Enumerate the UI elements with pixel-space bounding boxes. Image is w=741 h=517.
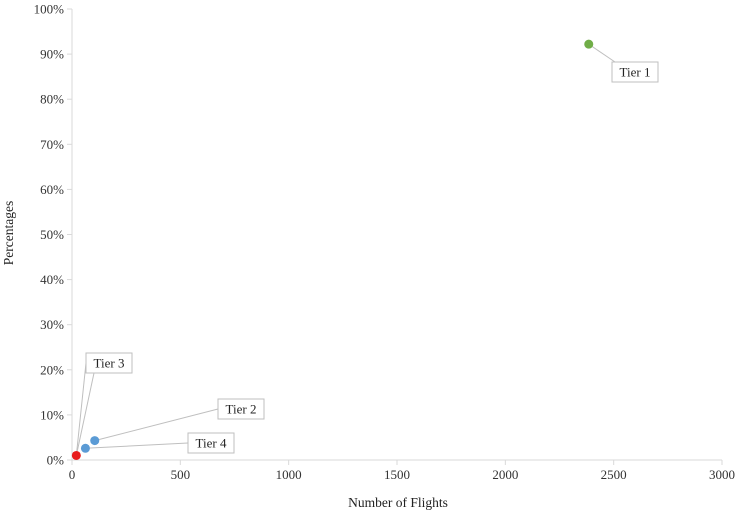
y-tick-label: 40% bbox=[40, 272, 64, 287]
point-tier-1 bbox=[584, 39, 594, 49]
leader-line-tier-1 bbox=[588, 43, 616, 63]
point-tier-3 bbox=[71, 450, 81, 460]
point-tier-2 bbox=[90, 436, 100, 446]
x-tick-label: 1500 bbox=[384, 467, 410, 482]
y-tick-label: 0% bbox=[47, 453, 65, 468]
x-tick-label: 2000 bbox=[492, 467, 518, 482]
y-tick-label: 10% bbox=[40, 407, 64, 422]
x-tick-label: 2500 bbox=[601, 467, 627, 482]
x-tick-label: 3000 bbox=[709, 467, 735, 482]
y-tick-label: 30% bbox=[40, 317, 64, 332]
x-tick-label: 500 bbox=[171, 467, 191, 482]
data-label-tier-4: Tier 4 bbox=[196, 436, 227, 451]
data-label-tier-3: Tier 3 bbox=[94, 356, 125, 371]
data-label-tier-1: Tier 1 bbox=[620, 65, 651, 80]
data-label-tier-2: Tier 2 bbox=[226, 402, 257, 417]
callout-box-tier-4 bbox=[187, 432, 235, 454]
leader-line-tier-4 bbox=[85, 442, 189, 449]
x-axis-title: Number of Flights bbox=[348, 495, 448, 510]
point-tier-4 bbox=[80, 443, 90, 453]
callout-box-tier-2 bbox=[217, 398, 265, 420]
y-tick-label: 50% bbox=[40, 227, 64, 242]
leader-line-tier-2 bbox=[94, 408, 219, 442]
callouts: Tier 1 Tier 2 Tier 4 Tier 3 bbox=[85, 61, 659, 454]
y-tick-label: 100% bbox=[34, 2, 65, 17]
y-axis-title: Percentages bbox=[1, 201, 16, 265]
y-tick-label: 90% bbox=[40, 47, 64, 62]
y-tick-label: 80% bbox=[40, 92, 64, 107]
callout-box-tier-3 bbox=[85, 352, 133, 374]
y-tick-label: 20% bbox=[40, 362, 64, 377]
callout-box-tier-1 bbox=[611, 61, 659, 83]
leader-line-tier-3 bbox=[75, 362, 87, 456]
leader-line-tier-3-secondary bbox=[75, 372, 95, 456]
axes: 0% 10% 20% 30% 40% 50% 60% 70% 80% 90% 100% 0 500 100… bbox=[34, 2, 735, 483]
y-tick-label: 70% bbox=[40, 137, 64, 152]
x-tick-label: 0 bbox=[69, 467, 76, 482]
data-points bbox=[71, 39, 594, 460]
y-tick-label: 60% bbox=[40, 182, 64, 197]
callout-leaders bbox=[75, 43, 616, 456]
x-tick-label: 1000 bbox=[276, 467, 302, 482]
